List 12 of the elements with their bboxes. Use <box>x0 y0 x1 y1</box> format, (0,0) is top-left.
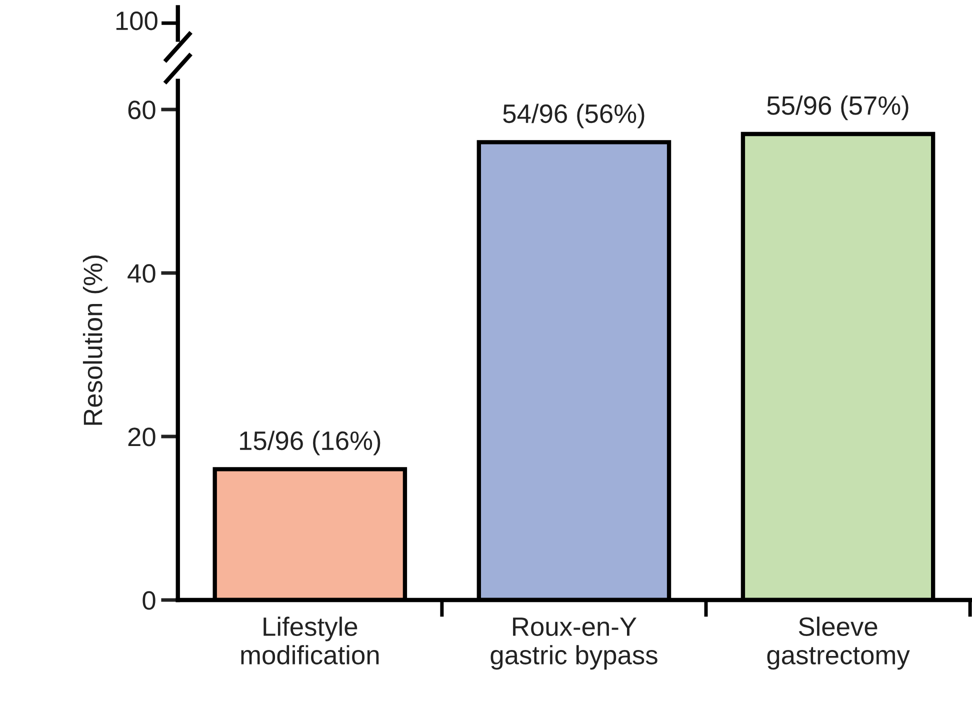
y-tick-label: 60 <box>128 100 156 120</box>
x-tick-label: Roux-en-Y gastric bypass <box>490 618 658 670</box>
y-tick-label: 20 <box>128 428 156 446</box>
y-tick-label: 40 <box>128 264 156 283</box>
y-axis-title: Resolution (%) <box>82 256 108 425</box>
data-label: 54/96 (56%) <box>503 104 644 128</box>
x-tick-label: Sleeve gastrectomy <box>767 616 910 670</box>
data-label: 15/96 (16%) <box>240 430 380 456</box>
text: 100 <box>116 12 158 30</box>
data-label: 55/96 (57%) <box>767 96 908 120</box>
y-tick-label: 0 <box>142 591 156 610</box>
x-tick-label: Lifestyle modification <box>241 616 379 664</box>
